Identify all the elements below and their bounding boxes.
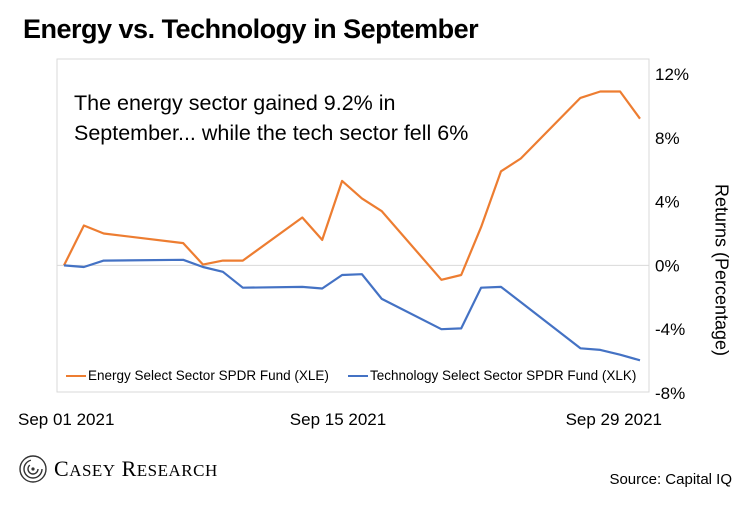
y-tick-label: 0%: [655, 256, 680, 275]
annotation-line-2: September... while the tech sector fell …: [74, 121, 469, 145]
annotation-line-1: The energy sector gained 9.2% in: [74, 91, 396, 115]
y-axis-label: Returns (Percentage): [711, 183, 732, 357]
legend-label-tech: Technology Select Sector SPDR Fund (XLK): [370, 368, 637, 383]
y-tick-label: 12%: [655, 65, 689, 84]
y-tick-label: 8%: [655, 129, 680, 148]
plot-area-border: [56, 58, 650, 393]
legend-swatch-tech: [348, 375, 368, 378]
energy-series-line: [63, 90, 641, 281]
series-lines: [63, 90, 641, 362]
chart-annotation: The energy sector gained 9.2% in Septemb…: [74, 88, 468, 148]
x-tick-label: Sep 29 2021: [566, 410, 662, 429]
source-note: Source: Capital IQ: [609, 471, 732, 488]
y-tick-label: -4%: [655, 320, 685, 339]
logo-wordmark: CASEY RESEARCH: [54, 456, 218, 481]
x-tick-label: Sep 15 2021: [290, 410, 386, 429]
y-axis-ticks: 12% 8% 4% 0% -4% -8%: [655, 65, 689, 403]
legend-swatch-energy: [66, 375, 86, 378]
swirl-logo-icon: [19, 455, 47, 483]
casey-research-logo: CASEY RESEARCH: [18, 454, 218, 484]
legend-label-energy: Energy Select Sector SPDR Fund (XLE): [88, 368, 329, 383]
x-axis-ticks: Sep 01 2021 Sep 15 2021 Sep 29 2021: [18, 410, 662, 429]
y-tick-label: 4%: [655, 193, 680, 212]
legend-item-tech: Technology Select Sector SPDR Fund (XLK): [348, 368, 636, 383]
y-tick-label: -8%: [655, 384, 685, 403]
chart-title: Energy vs. Technology in September: [23, 14, 479, 44]
x-tick-label: Sep 01 2021: [18, 410, 114, 429]
tech-series-line: [63, 258, 641, 362]
legend-item-energy: Energy Select Sector SPDR Fund (XLE): [66, 368, 329, 383]
